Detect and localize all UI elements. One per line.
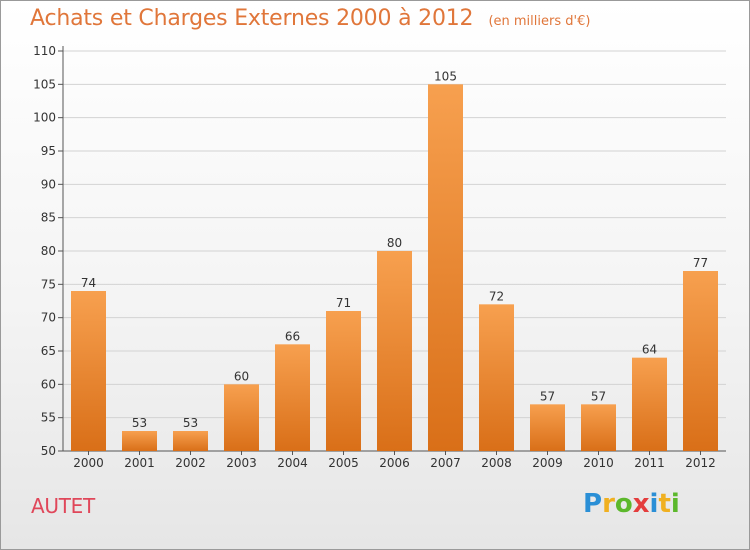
y-tick-label: 55	[41, 411, 56, 425]
x-tick-label: 2008	[481, 456, 512, 470]
y-tick-label: 90	[41, 177, 56, 191]
bar	[275, 344, 310, 451]
x-tick-label: 2004	[277, 456, 308, 470]
logo-letter: x	[632, 489, 650, 519]
data-label: 57	[540, 389, 555, 403]
chart-subtitle: (en milliers d'€)	[488, 14, 591, 29]
logo-letter: P	[583, 489, 603, 519]
y-tick-label: 110	[33, 44, 56, 58]
y-tick-label: 100	[33, 111, 56, 125]
commune-name: AUTET	[31, 494, 95, 518]
bar	[173, 431, 208, 451]
bars	[71, 84, 718, 451]
bar	[530, 404, 565, 451]
data-label: 60	[234, 369, 249, 383]
bar	[479, 304, 514, 451]
data-label: 53	[183, 416, 198, 430]
y-tick-label: 70	[41, 311, 56, 325]
data-label: 53	[132, 416, 147, 430]
data-label: 57	[591, 389, 606, 403]
y-tick-label: 95	[41, 144, 56, 158]
y-tick-label: 75	[41, 277, 56, 291]
logo-letter: i	[649, 489, 659, 519]
chart-title: Achats et Charges Externes 2000 à 2012	[30, 6, 474, 31]
axes: 50 55 60 65 70 75 80 85 90 95 100 105 110 2000 2001 200…	[33, 44, 726, 470]
x-tick-label: 2006	[379, 456, 410, 470]
data-label: 64	[642, 343, 657, 357]
data-label: 72	[489, 289, 504, 303]
y-tick-label: 105	[33, 77, 56, 91]
bar	[428, 84, 463, 451]
x-tick-label: 2011	[634, 456, 665, 470]
x-tick-label: 2010	[583, 456, 614, 470]
x-tick-label: 2002	[175, 456, 206, 470]
y-tick-label: 65	[41, 344, 56, 358]
data-label: 66	[285, 329, 300, 343]
bar	[71, 291, 106, 451]
x-tick-label: 2000	[73, 456, 104, 470]
bar	[224, 384, 259, 451]
y-tick-label: 60	[41, 377, 56, 391]
logo-letter: o	[614, 489, 633, 519]
bar	[632, 357, 667, 451]
logo-letter: r	[602, 489, 615, 519]
logo-letter: t	[658, 489, 671, 519]
bar	[581, 404, 616, 451]
data-labels: 74 53 53 60 66 71 80 105 72 57 57 64 77	[81, 69, 708, 430]
data-label: 74	[81, 276, 96, 290]
x-tick-label: 2003	[226, 456, 257, 470]
x-tick-label: 2001	[124, 456, 155, 470]
y-tick-label: 85	[41, 211, 56, 225]
bar	[683, 271, 718, 451]
x-tick-label: 2007	[430, 456, 461, 470]
y-tick-label: 80	[41, 244, 56, 258]
x-tick-label: 2012	[685, 456, 716, 470]
data-label: 71	[336, 296, 351, 310]
bar	[326, 311, 361, 451]
data-label: 80	[387, 236, 402, 250]
bar	[377, 251, 412, 451]
title-block: Achats et Charges Externes 2000 à 2012 (…	[30, 6, 590, 31]
data-label: 77	[693, 256, 708, 270]
data-label: 105	[434, 69, 457, 83]
proxiti-logo: Proxiti	[583, 489, 680, 519]
y-tick-label: 50	[41, 444, 56, 458]
x-tick-label: 2009	[532, 456, 563, 470]
logo-letter: i	[670, 489, 680, 519]
bar	[122, 431, 157, 451]
x-tick-label: 2005	[328, 456, 359, 470]
